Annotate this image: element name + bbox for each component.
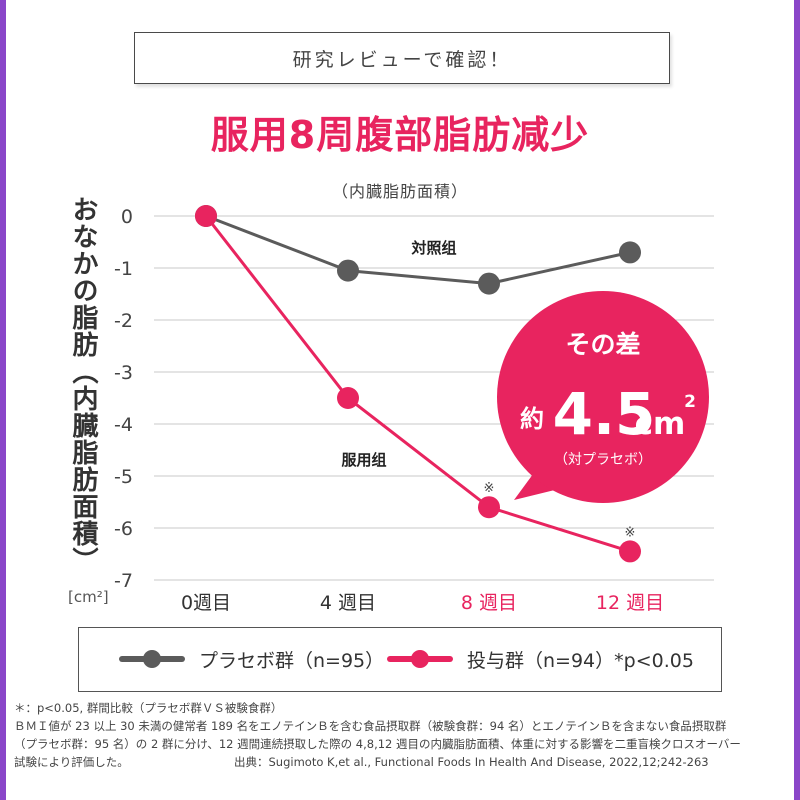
legend-swatch-placebo (119, 650, 185, 668)
x-tick-label: 12 週目 (596, 592, 664, 614)
data-point (337, 259, 359, 282)
footnote-significance: ＊：p<0.05, 群間比較（プラセボ群ＶＳ被験食群） (14, 701, 283, 715)
x-tick-label: 4 週目 (320, 592, 376, 614)
source-citation: 出典：Sugimoto K,et al., Functional Foods I… (234, 755, 709, 769)
legend-marker-treatment (411, 650, 429, 668)
callout-prefix: 約 (520, 405, 544, 433)
data-point (478, 272, 500, 295)
y-tick-label: -3 (114, 362, 133, 384)
legend-swatch-treatment (387, 650, 453, 668)
legend-item-treatment: 投与群（n=94）*p<0.05 (387, 628, 694, 690)
y-tick-label: -5 (114, 466, 133, 488)
callout-bubble (497, 291, 709, 503)
callout-tail (514, 470, 571, 500)
data-point (619, 241, 641, 264)
page: 研究レビューで確認！ 服用8周腹部脂肪减少 （内臓脂肪面積） おなかの脂肪（内臓… (6, 0, 794, 800)
y-tick-label: -7 (114, 570, 133, 592)
y-tick-label: 0 (121, 206, 133, 228)
review-header-box: 研究レビューで確認！ (134, 32, 670, 84)
data-point (337, 387, 359, 409)
series-line-1 (204, 215, 631, 553)
callout-unit: cm (635, 406, 686, 442)
y-tick-label: -6 (114, 518, 133, 540)
callout-line1: その差 (565, 330, 640, 359)
y-axis-label: おなかの脂肪（内臓脂肪面積） (68, 196, 98, 574)
footnote-method-2: （プラセボ群：95 名）の 2 群に分け、12 週間連続摂取した際の 4,8,1… (14, 737, 741, 751)
x-tick-label: 0週目 (181, 592, 231, 614)
legend-marker-placebo (143, 650, 161, 668)
callout-value: 4.5 (553, 380, 656, 448)
callout-note: （対プラセボ） (554, 452, 652, 468)
review-header-label: 研究レビューで確認！ (292, 48, 512, 71)
y-tick-label: -4 (114, 414, 133, 436)
y-axis-unit: [cm²] (68, 588, 109, 606)
data-point (195, 205, 217, 227)
significance-marker: ※ (484, 481, 495, 496)
data-point (478, 496, 500, 519)
footnote-method-3: 試験により評価した。 (14, 755, 129, 769)
main-title: 服用8周腹部脂肪减少 (210, 113, 590, 157)
data-point (619, 540, 641, 563)
chart-subtitle: （内臓脂肪面積） (331, 182, 468, 201)
legend: プラセボ群（n=95） 投与群（n=94）*p<0.05 (78, 627, 722, 692)
legend-item-placebo: プラセボ群（n=95） (119, 628, 384, 690)
x-tick-label: 8 週目 (461, 592, 517, 614)
series-label: 対照组 (410, 239, 456, 257)
series-line-0 (205, 214, 631, 286)
series-label: 服用组 (341, 451, 386, 469)
y-tick-label: -2 (114, 310, 133, 332)
y-tick-label: -1 (114, 258, 133, 280)
legend-label-treatment: 投与群（n=94）*p<0.05 (467, 649, 694, 672)
footnote-method-1: ＢＭＩ値が 23 以上 30 未満の健常者 189 名をエノテインＢを含む食品摂… (14, 719, 727, 733)
significance-marker: ※ (625, 525, 636, 540)
legend-label-placebo: プラセボ群（n=95） (199, 649, 385, 672)
callout-sup: 2 (684, 392, 696, 412)
